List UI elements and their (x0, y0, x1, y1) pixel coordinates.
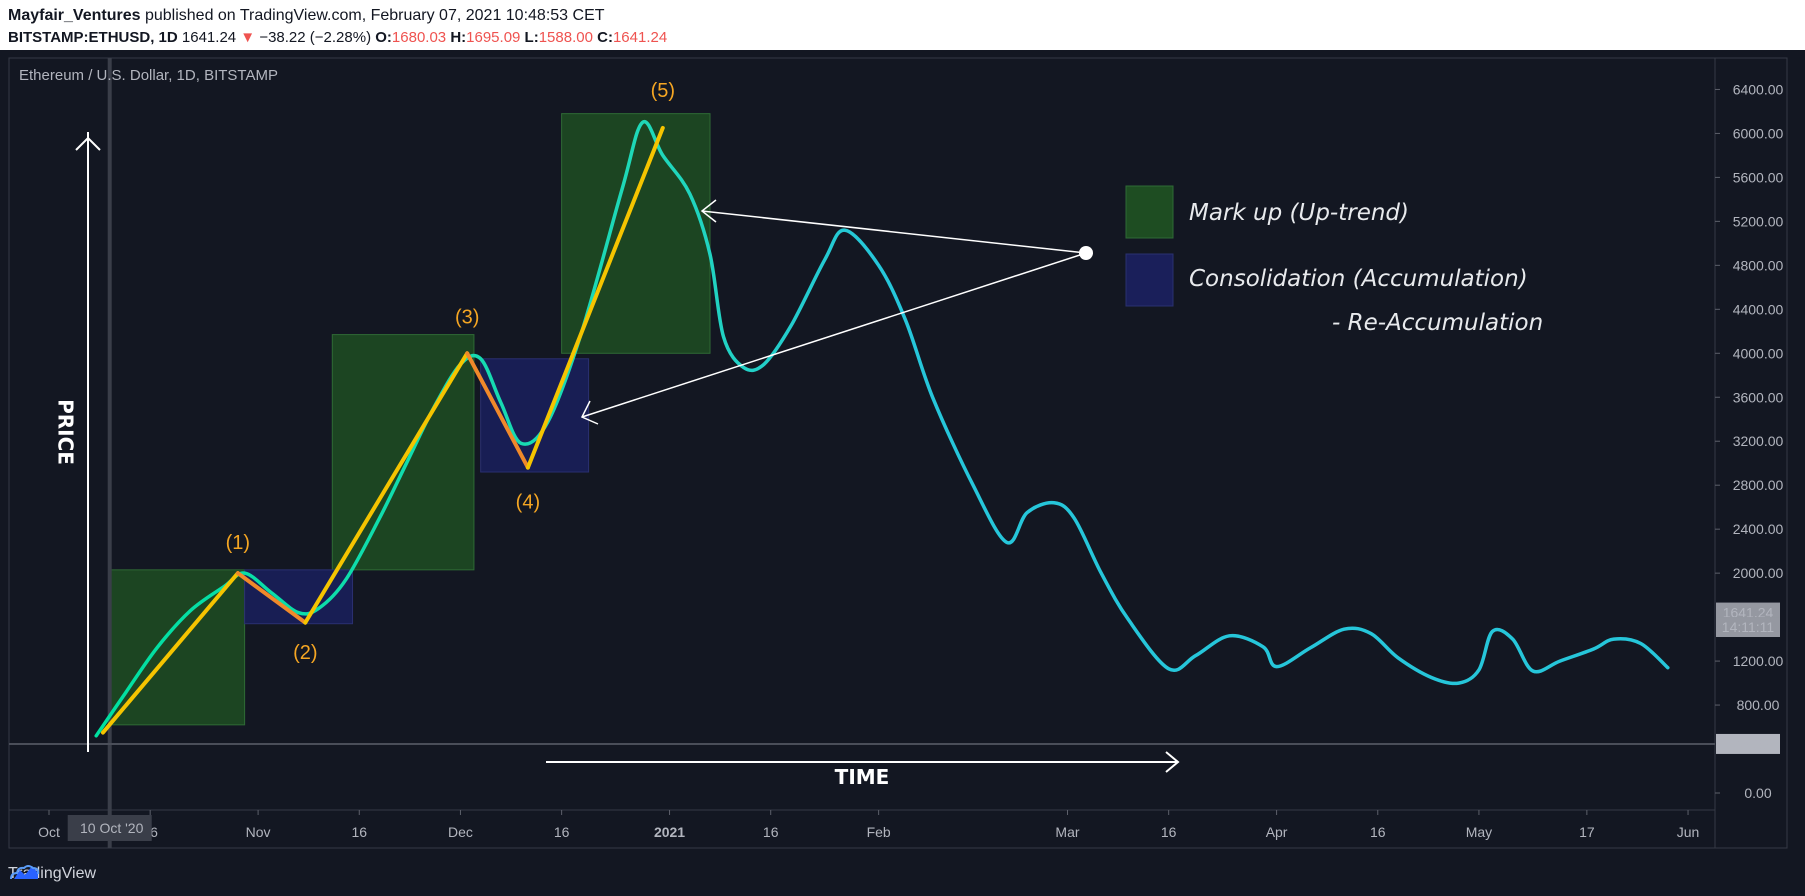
publish-header: Mayfair_Ventures published on TradingVie… (0, 0, 1805, 50)
price-arrow-head-icon (75, 136, 101, 151)
x-tick-label: Nov (246, 824, 271, 840)
chart-title: Ethereum / U.S. Dollar, 1D, BITSTAMP (19, 67, 278, 84)
y-tick-label: 0.00 (1744, 785, 1771, 801)
wave-label-5: (5) (651, 80, 675, 102)
price-tag-label-2: 14:11:11 (1722, 619, 1775, 635)
x-tick-label: 2021 (654, 824, 685, 840)
wave-labels: (1) (2) (3) (4) (5) (226, 80, 675, 664)
y-tick-label: 1200.00 (1733, 653, 1784, 669)
price-axis[interactable]: 6400.00 6000.00 5600.00 5200.00 4800.00 4400.… (1715, 81, 1784, 801)
wave-label-4: (4) (516, 491, 540, 513)
down-arrow-icon: ▼ (240, 29, 256, 46)
legend-markup-swatch (1125, 185, 1174, 239)
x-tick-label: 17 (1579, 824, 1595, 840)
y-tick-label: 4800.00 (1733, 257, 1784, 273)
y-tick-label: 6400.00 (1733, 81, 1784, 97)
pointer-head-markup-icon (700, 199, 717, 223)
x-tick-label: 16 (1370, 824, 1386, 840)
low-value: 1588.00 (538, 29, 593, 46)
projected-price-path (94, 120, 1670, 738)
author-name[interactable]: Mayfair_Ventures (8, 7, 141, 24)
price-tag-box-3 (1716, 733, 1780, 754)
publish-info: Mayfair_Ventures published on TradingVie… (8, 7, 605, 25)
pointer-origin-dot (1079, 246, 1093, 260)
close-value: 1641.24 (612, 29, 668, 46)
price-annotation: PRICE (54, 399, 78, 465)
wave-segment-1 (100, 571, 240, 735)
y-tick-label: 4000.00 (1733, 345, 1784, 361)
high-value: 1695.09 (466, 29, 521, 46)
y-tick-label: 5200.00 (1733, 213, 1784, 229)
y-tick-label: 2800.00 (1733, 477, 1784, 493)
y-tick-label: 800.00 (1737, 697, 1780, 713)
low-label: L: (520, 29, 539, 46)
legend-consolidation-label: Consolidation (Accumulation) (1189, 266, 1528, 292)
cursor-date-label: 10 Oct '20 (80, 820, 144, 836)
y-tick-label: 4400.00 (1733, 301, 1784, 317)
x-tick-label: Apr (1266, 824, 1288, 840)
y-tick-label: 6000.00 (1733, 125, 1784, 141)
legend-reaccumulation-label: - Re-Accumulation (1332, 310, 1543, 336)
tradingview-logo[interactable]: TradingView (8, 862, 96, 886)
x-tick-label: 16 (1161, 824, 1177, 840)
price-tag-box-2 (1716, 617, 1780, 638)
markup-box-2 (331, 334, 475, 571)
y-tick-label: 3600.00 (1733, 389, 1784, 405)
open-label: O: (371, 29, 392, 46)
wave-segment-5 (525, 125, 665, 470)
price-tag-label-1: 1641.24 (1723, 605, 1774, 621)
x-tick-label: 16 (763, 824, 779, 840)
series-lines (9, 58, 1715, 848)
symbol-ohlc-line: BITSTAMP:ETHUSD, 1D 1641.24 ▼ −38.22 (−2… (8, 29, 667, 46)
x-tick-label: Feb (867, 824, 891, 840)
y-tick-label: 2400.00 (1733, 521, 1784, 537)
time-arrow-head-icon (1165, 751, 1180, 773)
wave-segment-4 (465, 351, 530, 470)
symbol-label: BITSTAMP:ETHUSD, 1D (8, 29, 178, 46)
tradingview-cloud-icon (10, 865, 40, 880)
price-tag-label-3: 446.26 (1727, 736, 1770, 752)
chart-background (0, 50, 1805, 896)
publish-text: published on TradingView.com, February 0… (140, 7, 605, 24)
y-tick-label: 2000.00 (1733, 565, 1784, 581)
wave-label-2: (2) (293, 642, 317, 664)
price-chart[interactable]: (1) (2) (3) (4) (5) 6400.00 6000.00 5600.00 520… (0, 50, 1805, 896)
pointer-head-consolidation-icon (580, 400, 599, 425)
wave-segment-3 (303, 351, 470, 625)
open-value: 1680.03 (391, 29, 447, 46)
price-change: −38.22 (−2.28%) (255, 29, 372, 46)
time-annotation: TIME (835, 765, 890, 789)
last-price: 1641.24 (177, 29, 237, 46)
chart-border (8, 57, 1788, 849)
chart-area[interactable]: (1) (2) (3) (4) (5) 6400.00 6000.00 5600.00 520… (0, 50, 1805, 896)
legend-markup-label: Mark up (Up-trend) (1189, 200, 1409, 226)
wave-segment-2 (235, 571, 308, 625)
wave-label-1: (1) (226, 532, 250, 554)
x-tick-label: May (1466, 824, 1492, 840)
close-label: C: (592, 29, 613, 46)
x-tick-label: 16 (351, 824, 367, 840)
x-tick-label: Dec (448, 824, 473, 840)
x-tick-label: Mar (1055, 824, 1079, 840)
cursor-date-box (67, 815, 152, 841)
markup-box-3 (561, 113, 711, 354)
legend-consolidation-swatch (1125, 253, 1174, 307)
x-tick-label: 16 (554, 824, 570, 840)
x-tick-label: Oct (38, 824, 60, 840)
wave-label-3: (3) (455, 307, 479, 329)
pointer-line-consolidation (581, 252, 1087, 418)
y-tick-label: 5600.00 (1733, 169, 1784, 185)
x-tick-label: Jun (1677, 824, 1700, 840)
high-label: H: (446, 29, 467, 46)
pointer-line-markup (701, 210, 1087, 254)
time-axis[interactable]: Oct16Nov16Dec16202116FebMar16Apr16May17J… (38, 810, 1699, 841)
y-tick-label: 3200.00 (1733, 433, 1784, 449)
